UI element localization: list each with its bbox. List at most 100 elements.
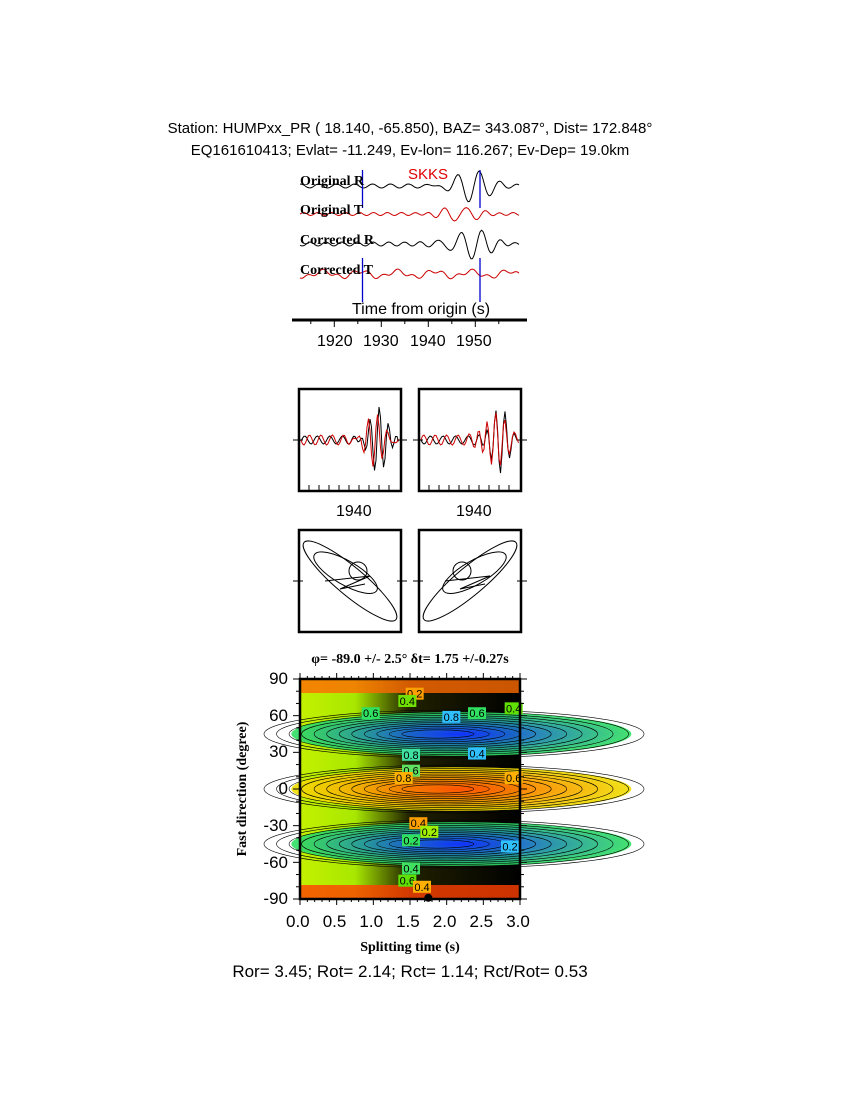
particle-motion-panel <box>293 528 407 634</box>
band-min <box>300 679 520 693</box>
contour-line <box>276 766 629 812</box>
x-tick-label: 0.0 <box>286 912 310 931</box>
contour-label-text: 0.4 <box>403 863 418 875</box>
panel-frame <box>297 528 403 634</box>
contour-label-text: 0.4 <box>506 703 521 715</box>
contour-label: 0.6 <box>504 772 523 785</box>
contour-line <box>301 770 598 808</box>
contour-line <box>276 821 629 867</box>
contour-label: 0.8 <box>402 748 420 762</box>
contour-label: 0.4 <box>402 862 420 875</box>
contour-label-bg <box>420 825 439 838</box>
x-tick-label: 1950 <box>456 333 492 350</box>
contour-label-bg <box>402 862 420 875</box>
band-max <box>291 712 632 756</box>
contour-label: 0.4 <box>413 880 431 894</box>
contour-line <box>326 773 567 805</box>
contour-label-bg <box>402 748 420 761</box>
x-tick-label: 1.0 <box>359 912 384 931</box>
particle-path <box>444 575 491 590</box>
contour-label-text: 0.4 <box>400 696 415 708</box>
contour-label-text: 0.8 <box>396 773 411 785</box>
x-tick-label: 1930 <box>363 333 399 350</box>
best-fit-marker <box>424 893 433 902</box>
band-min <box>291 767 632 811</box>
contour-line <box>389 837 490 851</box>
x-axis-label: Splitting time (s) <box>360 940 460 955</box>
contour-line <box>351 832 537 856</box>
contour-line <box>338 830 552 858</box>
x-tick-label: 3.0 <box>506 912 530 931</box>
particle-path <box>324 575 371 590</box>
trace <box>300 414 399 467</box>
y-tick-label: 0 <box>278 779 288 799</box>
y-tick-label: -60 <box>263 852 288 872</box>
contour-label-bg <box>413 880 431 893</box>
y-tick-label: 30 <box>269 742 288 762</box>
panel-frame <box>417 528 523 634</box>
contour-label-text: 0.2 <box>422 827 437 839</box>
contour-line <box>401 729 475 739</box>
contour-line <box>389 727 490 741</box>
particle-path <box>348 561 368 581</box>
y-tick-label: -30 <box>263 815 288 835</box>
band-min <box>300 885 520 899</box>
trace-1 <box>300 170 520 203</box>
heatmap: 0.20.40.6 0.8 0.6 0.40.40.80.60.8 0.60.40.20… <box>263 673 645 905</box>
contour-label-text: 0.8 <box>403 750 418 762</box>
x-axis-label: Time from origin (s) <box>352 301 491 318</box>
contour-label: 0.2 <box>420 825 439 839</box>
trace-3 <box>299 229 520 260</box>
contour-label: 0.2 <box>501 840 519 853</box>
contour-label: 0.8 <box>394 772 413 785</box>
contour-line <box>376 780 506 798</box>
contour-label-bg <box>398 874 417 887</box>
contour-label-bg <box>398 695 417 707</box>
contour-line <box>263 819 645 869</box>
contour-label: 0.6 <box>361 707 380 720</box>
waveform-compare-panel <box>293 387 407 493</box>
heatmap-title: φ= -89.0 +/- 2.5° δt= 1.75 +/-0.27s <box>311 652 509 667</box>
contour-label-bg <box>394 772 413 784</box>
y-axis-label: Fast direction (degree) <box>235 721 250 857</box>
contour-label: 0.2 <box>402 834 420 847</box>
trace-4 <box>299 268 520 280</box>
x-tick-label: 1940 <box>456 503 492 520</box>
contour-label-text: 0.4 <box>414 882 429 894</box>
y-tick-label: 90 <box>269 669 288 688</box>
phase-label: SKKS <box>408 166 449 183</box>
contour-label-bg <box>504 702 523 715</box>
contour-label: 0.4 <box>468 747 486 761</box>
y-tick-label: -90 <box>263 889 288 909</box>
y-tick-label: 60 <box>269 705 288 725</box>
event-info: EQ161610413; Evlat= -11.249, Ev-lon= 116… <box>190 142 630 159</box>
contour-label-bg <box>504 772 523 784</box>
contour-label: 0.8 <box>442 710 461 724</box>
contour-label-text: 0.8 <box>444 712 459 724</box>
contour-line <box>288 823 614 865</box>
contour-label-text: 0.2 <box>403 835 418 847</box>
trace-2 <box>299 207 520 222</box>
contour-label: 0.4 <box>504 702 523 715</box>
contour-line <box>263 764 645 814</box>
contour-label-text: 0.6 <box>363 708 378 720</box>
contour-label-text: 0.6 <box>469 708 484 720</box>
panel-frame <box>417 387 523 493</box>
particle-path <box>452 561 472 581</box>
x-tick-label: 2.5 <box>469 912 494 931</box>
contour-label-bg <box>501 840 519 853</box>
trace-label: Original T <box>300 203 364 218</box>
particle-motion-panel <box>413 528 527 634</box>
contour-line <box>301 825 598 863</box>
contour-label-bg <box>361 707 380 720</box>
particle-path <box>302 540 398 622</box>
contour-line <box>338 775 552 803</box>
particle-path <box>442 551 507 594</box>
trace-label: Original R <box>300 174 365 189</box>
contour-label-text: 0.2 <box>502 841 517 853</box>
contour-line <box>389 782 490 796</box>
trace-label: Corrected R <box>300 233 374 248</box>
contour-label-text: 0.6 <box>506 773 521 785</box>
band-max <box>291 822 632 866</box>
x-tick-label: 1940 <box>336 503 372 520</box>
